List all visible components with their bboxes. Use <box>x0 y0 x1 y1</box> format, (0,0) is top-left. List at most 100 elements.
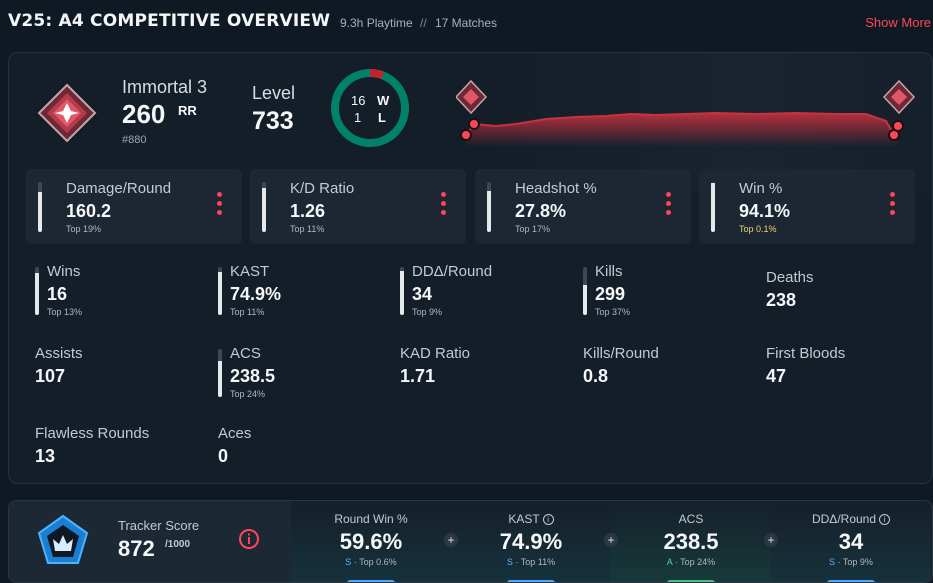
immortal-rank-icon <box>37 83 97 143</box>
percentile-bar-fill <box>35 273 39 315</box>
stat-label: Assists <box>35 345 83 362</box>
tracker-column-value: 238.5 <box>663 529 719 554</box>
rank-rr-value: 260 <box>122 99 166 129</box>
stat-label: Damage/Round <box>66 180 172 197</box>
more-options-icon[interactable] <box>212 192 226 222</box>
rr-line <box>465 111 899 138</box>
win-arc <box>331 69 409 147</box>
stat-percentile: Top 0.1% <box>739 224 777 234</box>
stat-tile-win: Win % 94.1% Top 0.1% <box>699 169 915 244</box>
percentile-bar <box>400 267 404 315</box>
grade-indicator <box>827 580 875 582</box>
tracker-column-value: 34 <box>838 529 864 554</box>
meta-separator: // <box>420 16 427 30</box>
info-icon[interactable]: i <box>879 514 891 525</box>
tracker-score-icon <box>37 514 89 564</box>
win-loss-ring <box>331 69 409 147</box>
percentile-bar <box>38 182 42 232</box>
tracker-column-label: KAST i <box>451 512 611 526</box>
tracker-score-label: Tracker Score <box>118 518 200 533</box>
more-options-icon[interactable] <box>661 192 675 222</box>
stat-label: Kills/Round <box>583 345 659 362</box>
stat-kast: KAST 74.9% Top 11% <box>218 263 388 323</box>
stat-value: 0 <box>218 446 229 466</box>
level-value: 733 <box>252 107 294 135</box>
info-icon[interactable]: i <box>542 514 554 525</box>
stat-label: Flawless Rounds <box>35 425 150 442</box>
percentile-bar <box>218 349 222 397</box>
overview-card: Immortal 3 260 RR #880 Level 733 16 W 1 … <box>8 52 933 484</box>
tracker-score-panel: Tracker Score 872 /1000 <box>9 501 291 582</box>
tracker-column-grade: S · Top 11% <box>506 557 556 567</box>
stat-acs: ACS 238.5 Top 24% <box>218 345 388 405</box>
percentile-bar-fill <box>218 272 222 315</box>
losses-label: L <box>378 110 386 125</box>
stat-label: KAD Ratio <box>400 345 471 362</box>
percentile-bar <box>487 182 491 232</box>
stat-aces: Aces 0 <box>218 425 388 483</box>
percentile-bar <box>583 267 587 315</box>
grade-indicator <box>347 580 395 582</box>
more-options-icon[interactable] <box>885 192 899 222</box>
percentile-bar-fill <box>38 191 42 232</box>
stat-value: 74.9% <box>230 284 282 304</box>
tracker-column-round-win: Round Win % 59.6% S · Top 0.6% <box>291 501 451 582</box>
stat-value: 1.71 <box>400 366 436 386</box>
percentile-bar-fill <box>487 190 491 232</box>
tracker-score-strip: Tracker Score 872 /1000 Round Win % 59.6%… <box>8 500 933 583</box>
stat-value: 27.8% <box>515 201 567 221</box>
tracker-column-label: Round Win % <box>334 512 408 526</box>
info-icon[interactable] <box>238 528 260 550</box>
stat-wins: Wins 16 Top 13% <box>35 263 205 323</box>
stat-value: 94.1% <box>739 201 791 221</box>
percentile-bar-fill <box>400 271 404 315</box>
grade-indicator <box>507 580 555 582</box>
stat-percentile: Top 11% <box>290 224 325 234</box>
stat-assists: Assists 107 <box>35 345 205 405</box>
stat-label: K/D Ratio <box>290 180 355 197</box>
stat-value: 238 <box>766 290 797 310</box>
stat-percentile: Top 19% <box>66 224 102 234</box>
stat-dd-round: DDΔ/Round 34 Top 9% <box>400 263 570 323</box>
immortal-rank-icon <box>456 79 488 115</box>
rr-point <box>468 118 480 130</box>
tracker-column-grade: A · Top 24% <box>666 557 716 567</box>
tracker-column-grade: S · Top 0.6% <box>345 557 397 567</box>
loss-arc <box>331 69 409 147</box>
tracker-column-dd-round: DDΔ/Round i 34 S · Top 9% <box>771 501 931 582</box>
stat-kills: Kills 299 Top 37% <box>583 263 753 323</box>
percentile-bar-fill <box>218 360 222 397</box>
stat-value: 238.5 <box>230 366 276 386</box>
percentile-bar-fill <box>583 284 587 315</box>
stat-label: Kills <box>595 263 623 280</box>
page-title: V25: A4 COMPETITIVE OVERVIEW <box>8 11 331 31</box>
stat-value: 16 <box>47 284 68 304</box>
stat-value: 107 <box>35 366 66 386</box>
tracker-column-kast: KAST i 74.9% S · Top 11% <box>451 501 611 582</box>
stat-label: KAST <box>230 263 270 280</box>
stat-tile-damage-round: Damage/Round 160.2 Top 19% <box>26 169 242 244</box>
stat-percentile: Top 11% <box>230 307 265 317</box>
tracker-score-value: 872 <box>118 536 155 561</box>
rr-history-graph <box>456 79 916 147</box>
stat-flawless-rounds: Flawless Rounds 13 <box>35 425 205 483</box>
overview-header: V25: A4 COMPETITIVE OVERVIEW 9.3h Playti… <box>0 0 933 44</box>
percentile-bar-fill <box>711 182 715 232</box>
stat-tile-headshot: Headshot % 27.8% Top 17% <box>475 169 691 244</box>
stat-label: Aces <box>218 425 252 442</box>
more-options-icon[interactable] <box>436 192 450 222</box>
tracker-column-label: ACS <box>678 512 704 526</box>
stat-kills-round: Kills/Round 0.8 <box>583 345 753 405</box>
show-more-link[interactable]: Show More <box>865 15 931 30</box>
tracker-column-value: 59.6% <box>339 529 403 554</box>
wins-count: 16 <box>351 93 366 108</box>
stat-tile-k-d-ratio: K/D Ratio 1.26 Top 11% <box>250 169 466 244</box>
stat-percentile: Top 37% <box>595 307 631 317</box>
stat-first-bloods: First Bloods 47 <box>766 345 932 405</box>
stat-value: 34 <box>412 284 433 304</box>
rr-end-point <box>892 120 904 132</box>
rr-area <box>466 113 898 147</box>
tracker-column-value: 74.9% <box>499 529 563 554</box>
tracker-column-label: DDΔ/Round i <box>771 512 931 526</box>
matches-label: 17 Matches <box>435 16 498 30</box>
